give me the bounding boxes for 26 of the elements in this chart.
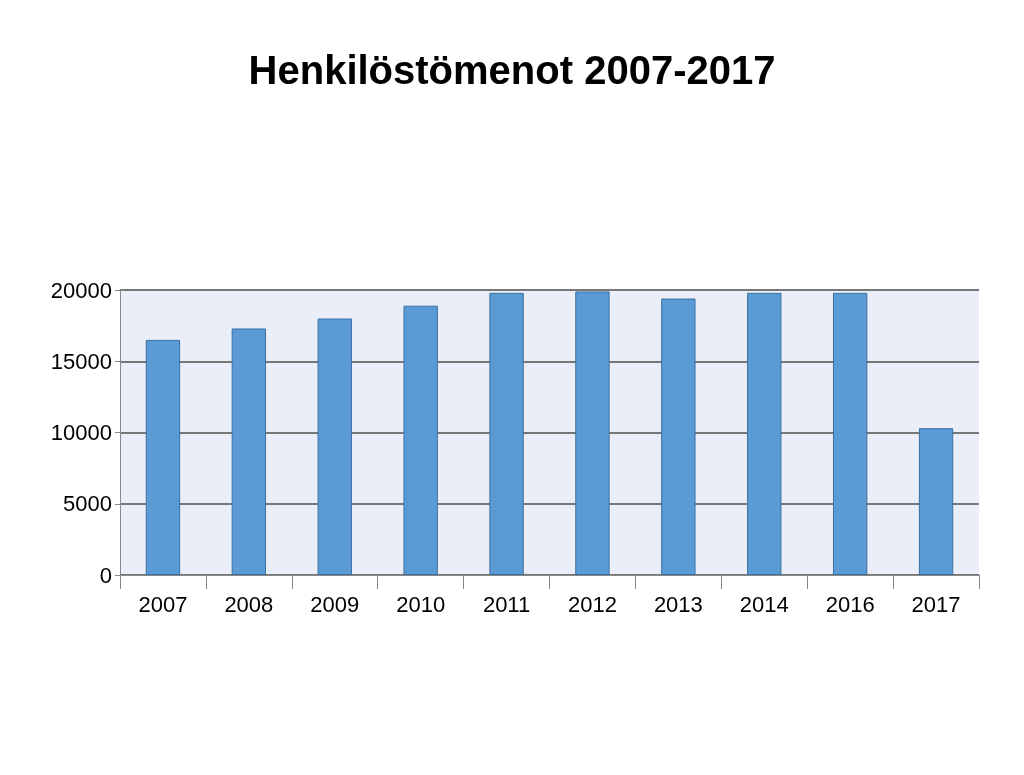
y-tick-label: 0 (99, 562, 112, 588)
x-tick-label: 2016 (825, 591, 875, 617)
y-tick-label: 20000 (50, 277, 112, 303)
bar (403, 305, 438, 575)
y-tick-label: 10000 (50, 420, 112, 445)
x-tick-label: 2017 (911, 591, 961, 617)
x-tick-label: 2010 (396, 591, 446, 617)
x-tick-label: 2007 (138, 591, 188, 617)
bar (317, 318, 352, 575)
x-tick-label: 2013 (653, 591, 703, 617)
bar (918, 428, 954, 575)
x-tick-label: 2009 (310, 591, 360, 617)
y-tick-label: 15000 (50, 348, 112, 374)
bar (832, 292, 868, 575)
x-tick-label: 2008 (224, 591, 274, 617)
chart-title: Henkilöstömenot 2007-2017 (248, 48, 776, 92)
bar (747, 292, 782, 575)
x-tick-label: 2011 (482, 591, 531, 617)
bar (489, 292, 524, 575)
y-tick-label: 5000 (63, 491, 112, 517)
x-tick-label: 2014 (739, 591, 789, 617)
bar (575, 291, 610, 575)
bar (231, 328, 267, 575)
x-tick-label: 2012 (567, 591, 617, 617)
bar (145, 339, 181, 575)
bar (661, 298, 696, 575)
